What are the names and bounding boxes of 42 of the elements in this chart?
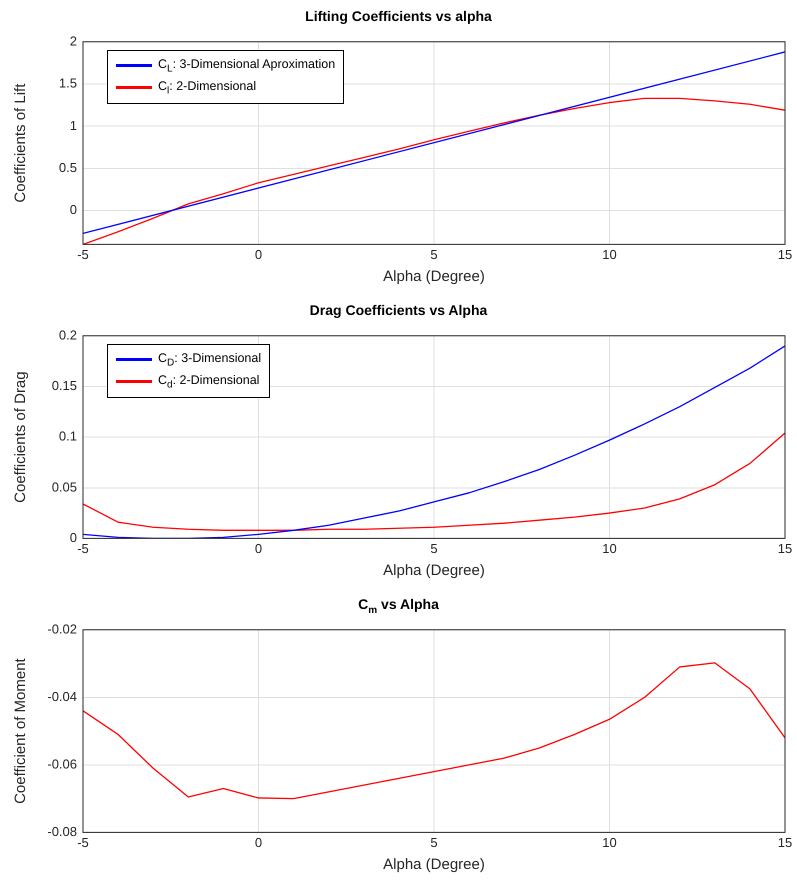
y-tick-label: -0.08 (47, 824, 77, 839)
x-axis-title: Alpha (Degree) (383, 856, 485, 874)
x-axis-title: Alpha (Degree) (383, 268, 485, 286)
legend-label: C$_{D}$: 3-Dimensional (158, 351, 262, 369)
y-tick-label: 1 (70, 118, 77, 133)
y-tick-label: 0.15 (52, 378, 77, 394)
y-tick-label: 0.5 (58, 160, 77, 176)
y-axis-title: Coefficient of Moment (12, 657, 30, 804)
y-tick-label: -0.04 (47, 688, 77, 704)
x-tick-label: 15 (778, 540, 792, 556)
y-tick-label: 0.1 (58, 428, 77, 444)
y-tick-label: 0.05 (52, 479, 77, 494)
chart-title: Drag Coefficients vs Alpha (308, 302, 488, 318)
y-axis-title: Coefficients of Lift (12, 82, 30, 203)
x-tick-label: 10 (602, 834, 617, 850)
x-tick-label: 10 (602, 246, 617, 262)
x-axis-title: Alpha (Degree) (383, 562, 485, 580)
legend-label: C$_{d}$: 2-Dimensional (158, 373, 260, 391)
chart-title: Lifting Coefficients vs alpha (304, 8, 493, 24)
x-tick-label: 15 (778, 246, 792, 262)
y-tick-label: 0.2 (58, 327, 77, 342)
x-tick-label: 5 (430, 246, 438, 262)
x-tick-label: 5 (430, 834, 438, 850)
y-tick-label: 0 (70, 202, 77, 218)
x-tick-label: 0 (254, 834, 262, 850)
y-axis-title: Coefficients of Drag (12, 371, 30, 503)
x-tick-label: 0 (254, 246, 262, 262)
chart-title: C$_{m}$ vs Alpha (357, 596, 440, 616)
x-tick-label: 5 (430, 540, 438, 556)
y-tick-label: -0.06 (47, 756, 77, 772)
y-tick-label: 2 (70, 33, 77, 48)
y-tick-label: 0 (70, 530, 77, 545)
x-tick-label: -5 (77, 246, 89, 262)
x-tick-label: -5 (77, 540, 89, 556)
x-tick-label: 15 (778, 834, 792, 850)
legend-label: C$_{l}$: 2-Dimensional (158, 79, 256, 97)
y-tick-label: -0.02 (47, 621, 77, 636)
x-tick-label: -5 (77, 834, 89, 850)
y-tick-label: 1.5 (58, 76, 77, 91)
x-tick-label: 10 (602, 540, 617, 556)
x-tick-label: 0 (254, 540, 262, 556)
legend-label: C$_{L}$: 3-Dimensional Aproximation (158, 57, 336, 75)
